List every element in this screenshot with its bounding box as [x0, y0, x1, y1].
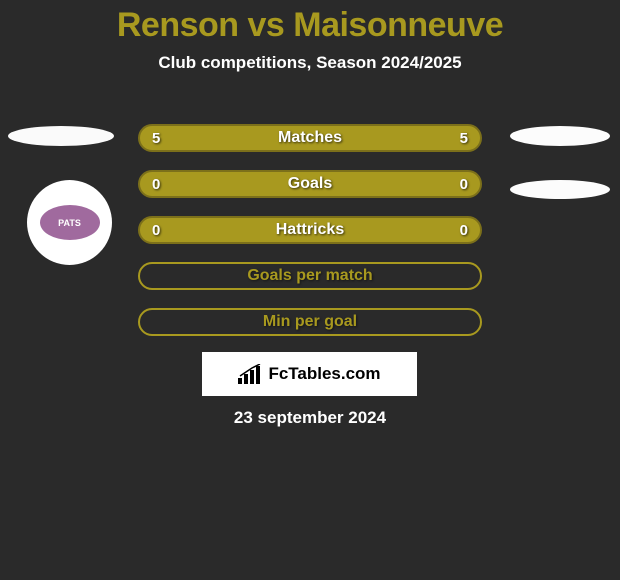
stat-matches-left: 5 [152, 130, 160, 147]
infographic-container: Renson vs Maisonneuve Club competitions,… [0, 0, 620, 580]
stat-goals-right: 0 [460, 176, 468, 193]
club-badge-line1: PATS [58, 218, 81, 228]
stat-hattricks-left: 0 [152, 222, 160, 239]
player1-oval-top [8, 126, 114, 146]
brand-text: FcTables.com [268, 364, 380, 384]
brand-box: FcTables.com [202, 352, 417, 396]
stat-matches-right: 5 [460, 130, 468, 147]
page-title: Renson vs Maisonneuve [0, 0, 620, 45]
stats-panel: 5 Matches 5 0 Goals 0 0 Hattricks 0 Goal… [138, 124, 482, 354]
stat-hattricks-label: Hattricks [276, 221, 344, 239]
club-badge-inner: PATS [40, 205, 100, 240]
stat-matches-label: Matches [278, 129, 342, 147]
stat-row-min-per-goal: Min per goal [138, 308, 482, 336]
bar-chart-icon [238, 364, 264, 384]
player2-oval-bottom [510, 180, 610, 199]
stat-mpg-label: Min per goal [263, 313, 357, 331]
stat-gpm-label: Goals per match [247, 267, 372, 285]
stat-hattricks-right: 0 [460, 222, 468, 239]
stat-row-goals: 0 Goals 0 [138, 170, 482, 198]
stat-goals-label: Goals [288, 175, 332, 193]
date-text: 23 september 2024 [0, 408, 620, 428]
player1-club-badge: PATS [27, 180, 112, 265]
stat-row-matches: 5 Matches 5 [138, 124, 482, 152]
stat-goals-left: 0 [152, 176, 160, 193]
page-subtitle: Club competitions, Season 2024/2025 [0, 53, 620, 73]
player2-oval-top [510, 126, 610, 146]
stat-row-hattricks: 0 Hattricks 0 [138, 216, 482, 244]
brand-logo: FcTables.com [238, 364, 380, 384]
stat-row-goals-per-match: Goals per match [138, 262, 482, 290]
